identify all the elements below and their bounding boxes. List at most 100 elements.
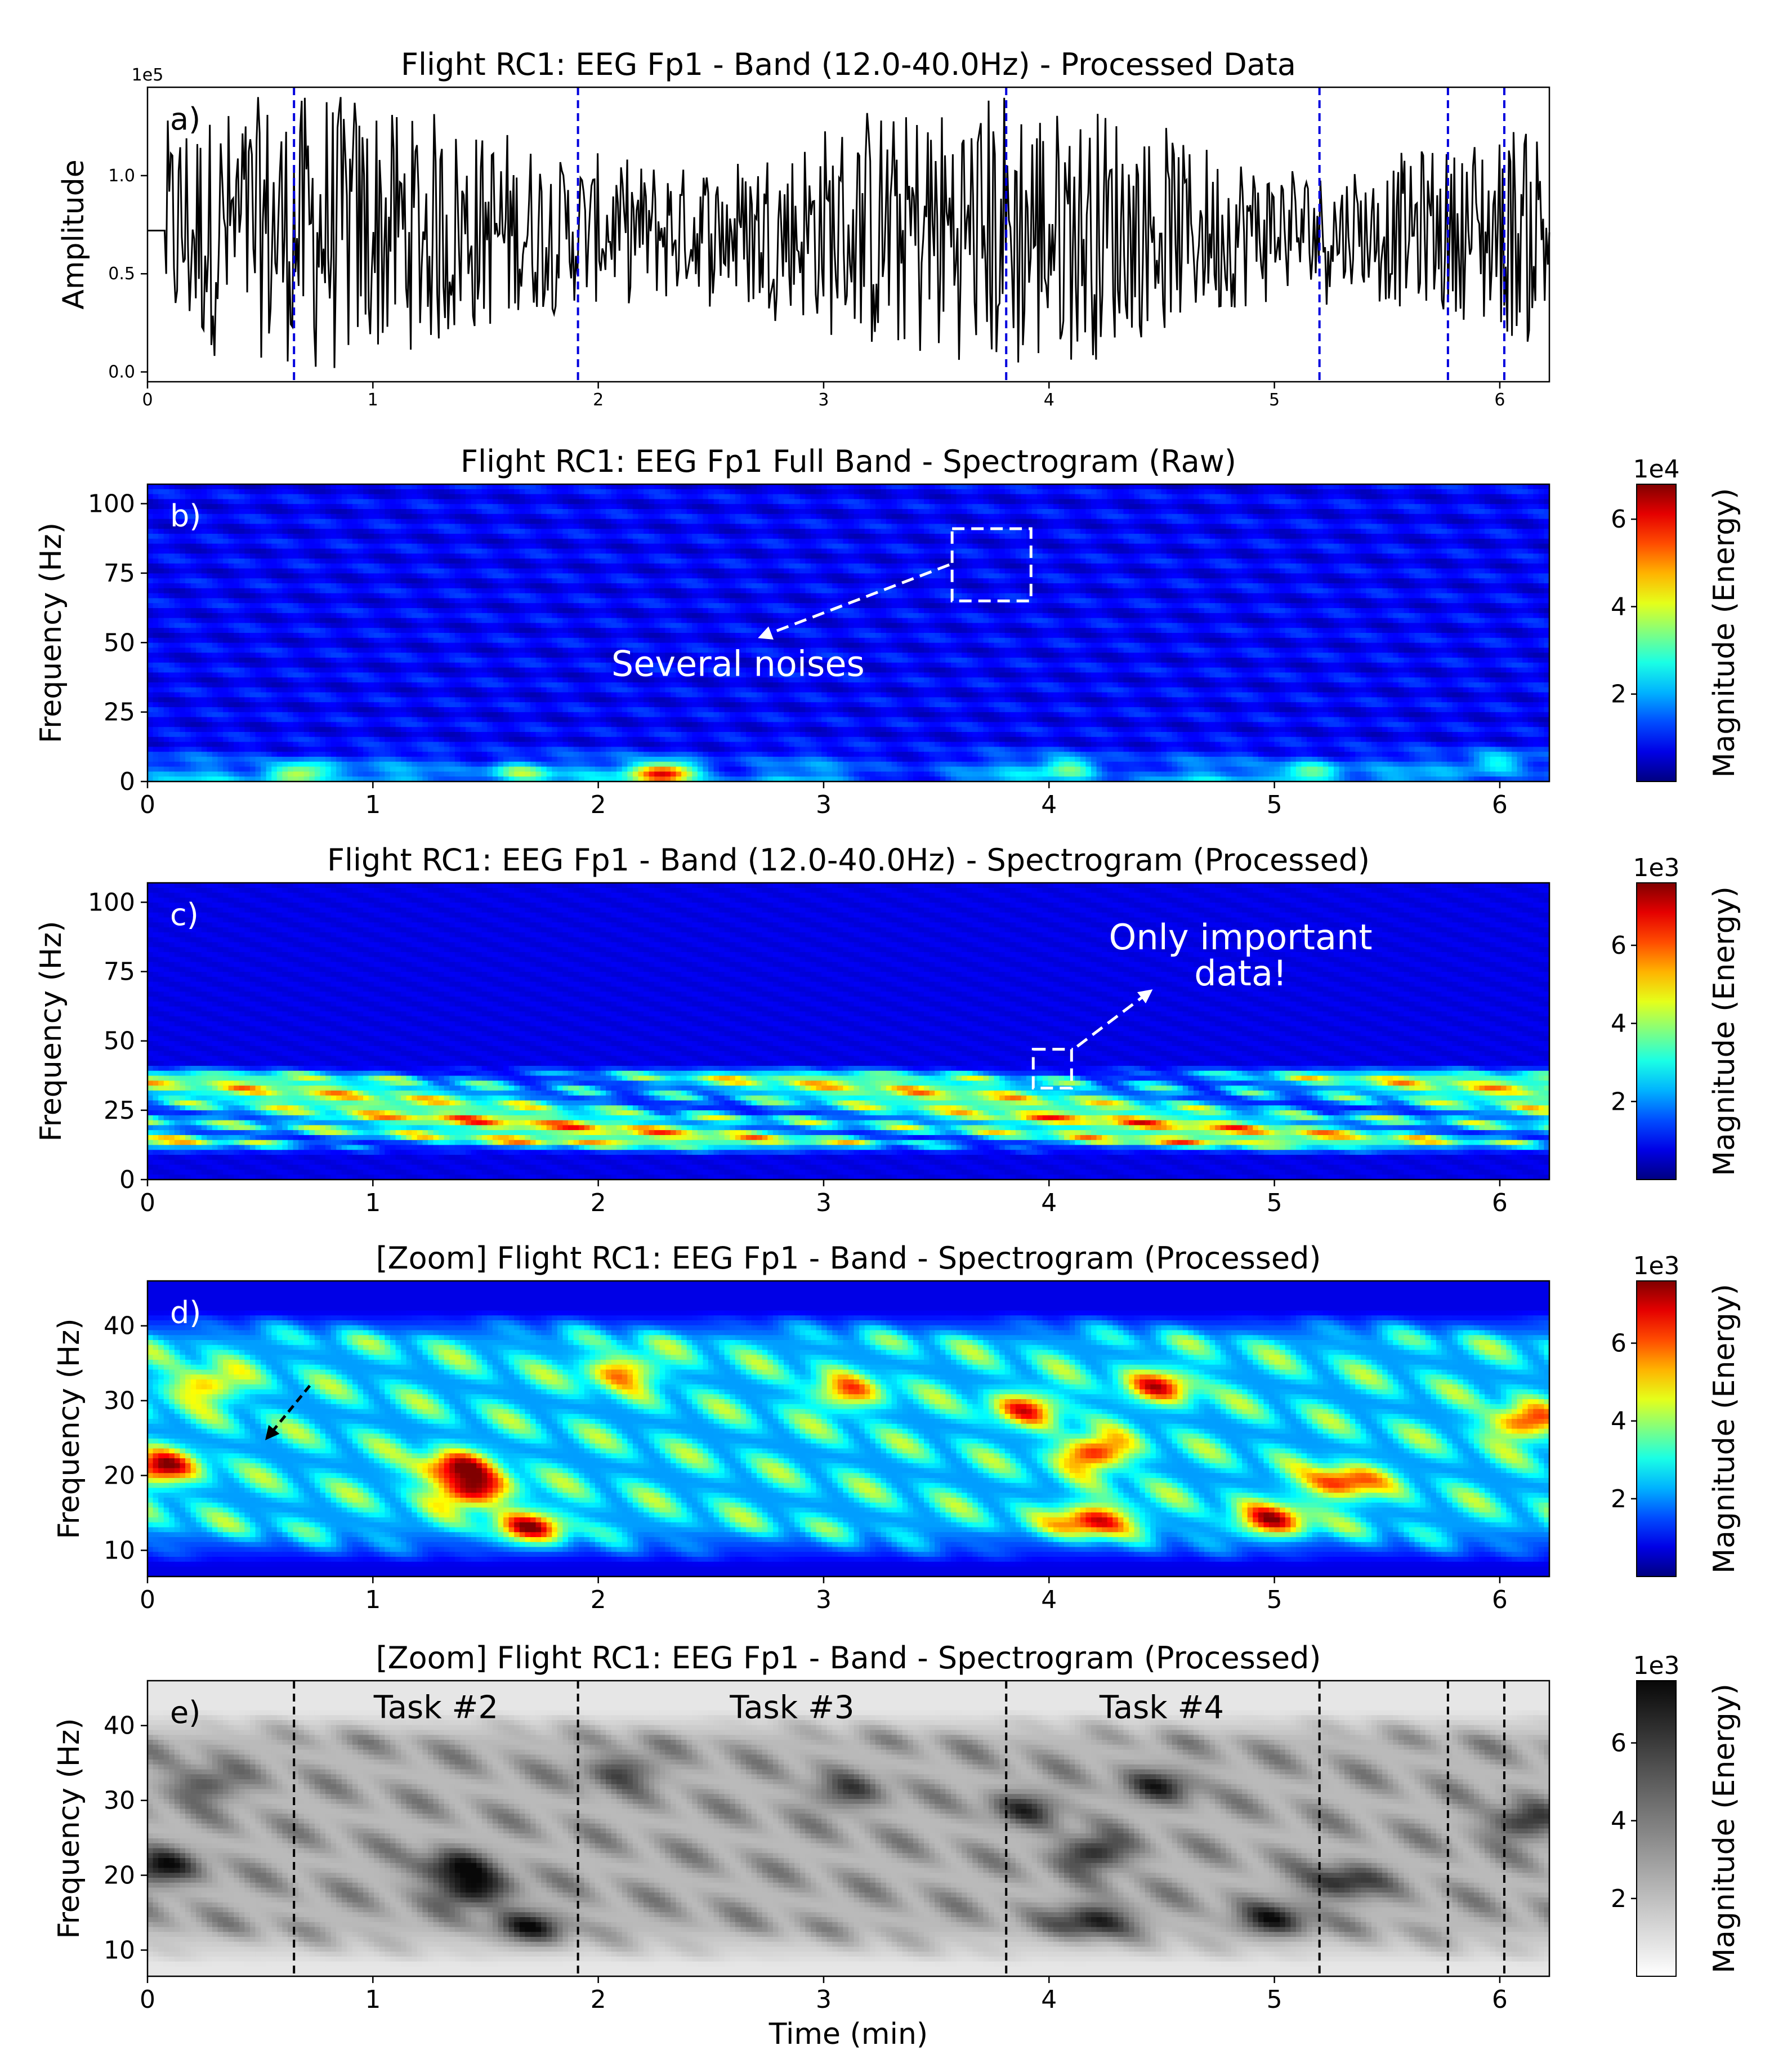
panel-label: e) <box>170 1695 200 1730</box>
y-tick-label: 20 <box>104 1462 135 1490</box>
x-tick-label: 5 <box>1267 1586 1283 1614</box>
colorbar-tick-label: 2 <box>1611 1885 1626 1913</box>
x-tick-label: 2 <box>591 1189 606 1217</box>
y-tick-label: 0.0 <box>108 363 135 382</box>
y-axis-label: Frequency (Hz) <box>34 921 68 1141</box>
colorbar-scale-label: 1e3 <box>1633 854 1679 882</box>
x-tick-label: 3 <box>816 1985 832 2014</box>
x-tick-label: 4 <box>1044 390 1054 410</box>
x-tick-label: 2 <box>593 390 604 410</box>
panel-label: d) <box>170 1295 201 1330</box>
x-tick-label: 1 <box>368 390 378 410</box>
y-tick-label: 25 <box>104 698 135 727</box>
chart-title: Flight RC1: EEG Fp1 - Band (12.0-40.0Hz)… <box>327 842 1370 878</box>
colorbar-scale-label: 1e3 <box>1633 1651 1679 1680</box>
colorbar-tick-label: 2 <box>1611 1485 1626 1513</box>
chart-title: [Zoom] Flight RC1: EEG Fp1 - Band - Spec… <box>376 1640 1321 1676</box>
colorbar-tick-label: 6 <box>1611 1729 1626 1758</box>
y-tick-label: 25 <box>104 1096 135 1125</box>
y-tick-label: 40 <box>104 1712 135 1740</box>
y-tick-label: 0 <box>119 767 135 796</box>
annotation-text: Several noises <box>611 643 865 684</box>
y-tick-label: 0.5 <box>108 264 135 284</box>
panel-label: a) <box>170 101 200 137</box>
panel-label: b) <box>170 498 201 534</box>
y-tick-label: 40 <box>104 1312 135 1341</box>
y-tick-label: 10 <box>104 1536 135 1565</box>
y-tick-label: 50 <box>104 628 135 657</box>
colorbar-scale-label: 1e3 <box>1633 1252 1679 1280</box>
spectrogram-cells <box>148 484 1550 782</box>
colorbar-tick-label: 6 <box>1611 1329 1626 1358</box>
colorbar-tick-label: 4 <box>1611 1807 1626 1836</box>
x-tick-label: 4 <box>1041 791 1057 819</box>
task-label: Task #3 <box>729 1689 854 1726</box>
y-tick-label: 75 <box>104 958 135 986</box>
x-axis-label: Time (min) <box>768 2017 928 2051</box>
y-tick-label: 1.0 <box>108 166 135 186</box>
x-tick-label: 0 <box>140 1189 155 1217</box>
colorbar-tick-label: 6 <box>1611 931 1626 960</box>
x-tick-label: 3 <box>818 390 829 410</box>
task-label: Task #2 <box>373 1689 498 1726</box>
x-tick-label: 1 <box>365 1189 381 1217</box>
colorbar-label: Magnitude (Energy) <box>1708 1284 1741 1574</box>
x-tick-label: 3 <box>816 791 832 819</box>
y-axis-label: Amplitude <box>57 159 91 309</box>
x-tick-label: 4 <box>1041 1189 1057 1217</box>
y-tick-label: 0 <box>119 1166 135 1194</box>
colorbar-tick-label: 4 <box>1611 592 1626 621</box>
y-axis-label: Frequency (Hz) <box>52 1718 86 1939</box>
x-tick-label: 5 <box>1267 1189 1283 1217</box>
x-tick-label: 6 <box>1492 1189 1508 1217</box>
colorbar-tick-label: 2 <box>1611 1087 1626 1116</box>
x-tick-label: 5 <box>1267 791 1283 819</box>
chart-title: Flight RC1: EEG Fp1 Full Band - Spectrog… <box>461 444 1236 479</box>
x-tick-label: 6 <box>1492 1586 1508 1614</box>
task-label: Task #4 <box>1099 1689 1224 1726</box>
x-tick-label: 6 <box>1492 791 1508 819</box>
chart-title: [Zoom] Flight RC1: EEG Fp1 - Band - Spec… <box>376 1240 1321 1276</box>
chart-title: Flight RC1: EEG Fp1 - Band (12.0-40.0Hz)… <box>401 47 1296 82</box>
x-tick-label: 3 <box>816 1189 832 1217</box>
colorbar <box>1637 883 1676 1180</box>
x-tick-label: 5 <box>1267 1985 1283 2014</box>
colorbar-label: Magnitude (Energy) <box>1708 488 1741 778</box>
y-tick-label: 75 <box>104 559 135 588</box>
y-tick-label: 100 <box>88 888 135 917</box>
colorbar <box>1637 1681 1676 1976</box>
x-tick-label: 5 <box>1269 390 1280 410</box>
x-tick-label: 1 <box>365 791 381 819</box>
signal-line <box>148 97 1549 368</box>
panel-label: c) <box>170 897 199 932</box>
x-tick-label: 0 <box>140 1985 155 2014</box>
colorbar <box>1637 1281 1676 1577</box>
x-tick-label: 4 <box>1041 1985 1057 2014</box>
x-tick-label: 6 <box>1492 1985 1508 2014</box>
x-tick-label: 0 <box>140 791 155 819</box>
spectrogram-cells <box>148 1281 1550 1577</box>
colorbar-scale-label: 1e4 <box>1633 455 1679 484</box>
y-scale-label: 1e5 <box>132 65 164 85</box>
x-tick-label: 1 <box>365 1586 381 1614</box>
colorbar-label: Magnitude (Energy) <box>1708 1684 1741 1973</box>
x-tick-label: 0 <box>142 390 153 410</box>
colorbar-tick-label: 4 <box>1611 1407 1626 1436</box>
y-tick-label: 30 <box>104 1787 135 1815</box>
y-axis-label: Frequency (Hz) <box>52 1318 86 1539</box>
colorbar-tick-label: 2 <box>1611 680 1626 709</box>
colorbar-tick-label: 6 <box>1611 505 1626 534</box>
x-tick-label: 4 <box>1041 1586 1057 1614</box>
colorbar-label: Magnitude (Energy) <box>1708 886 1741 1176</box>
colorbar <box>1637 484 1676 782</box>
x-tick-label: 3 <box>816 1586 832 1614</box>
y-tick-label: 30 <box>104 1387 135 1415</box>
x-tick-label: 2 <box>591 1985 606 2014</box>
y-axis-label: Frequency (Hz) <box>34 523 68 743</box>
y-tick-label: 10 <box>104 1936 135 1964</box>
y-tick-label: 20 <box>104 1861 135 1890</box>
y-tick-label: 100 <box>88 490 135 519</box>
x-tick-label: 0 <box>140 1586 155 1614</box>
x-tick-label: 6 <box>1494 390 1505 410</box>
